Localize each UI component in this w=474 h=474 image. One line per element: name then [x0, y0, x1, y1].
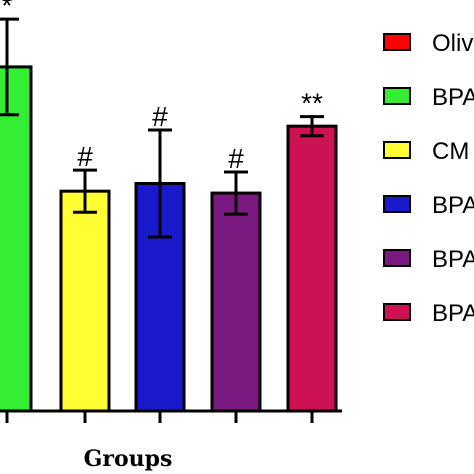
- x-axis: Groups: [0, 409, 342, 472]
- legend-label-3: CM: [432, 138, 469, 165]
- plot-area: * # # # **: [0, 0, 338, 413]
- bar-3: [59, 189, 111, 413]
- legend-swatch-2: [383, 87, 411, 105]
- legend-label-5: BPA: [432, 246, 474, 273]
- annotation-2: *: [2, 0, 13, 21]
- legend-label-6: BPA: [432, 300, 474, 327]
- annotation-6: **: [301, 88, 323, 119]
- annotation-4: #: [152, 101, 168, 132]
- annotation-3: #: [77, 141, 93, 172]
- legend-label-1: Oliv: [432, 30, 473, 57]
- legend-swatch-3: [383, 141, 411, 159]
- bar-6: [286, 124, 338, 413]
- legend-swatch-4: [383, 195, 411, 213]
- x-axis-label: Groups: [84, 446, 173, 472]
- legend-swatch-1: [383, 33, 411, 51]
- bar-5: [210, 191, 262, 413]
- legend-label-2: BPA: [432, 84, 474, 111]
- legend-label-4: BPA: [432, 192, 474, 219]
- legend-swatch-5: [383, 249, 411, 267]
- annotation-5: #: [228, 143, 244, 174]
- bar-2: [0, 65, 33, 413]
- legend-swatch-6: [383, 303, 411, 321]
- legend: Oliv BPA CM BPA BPA BPA: [383, 30, 474, 327]
